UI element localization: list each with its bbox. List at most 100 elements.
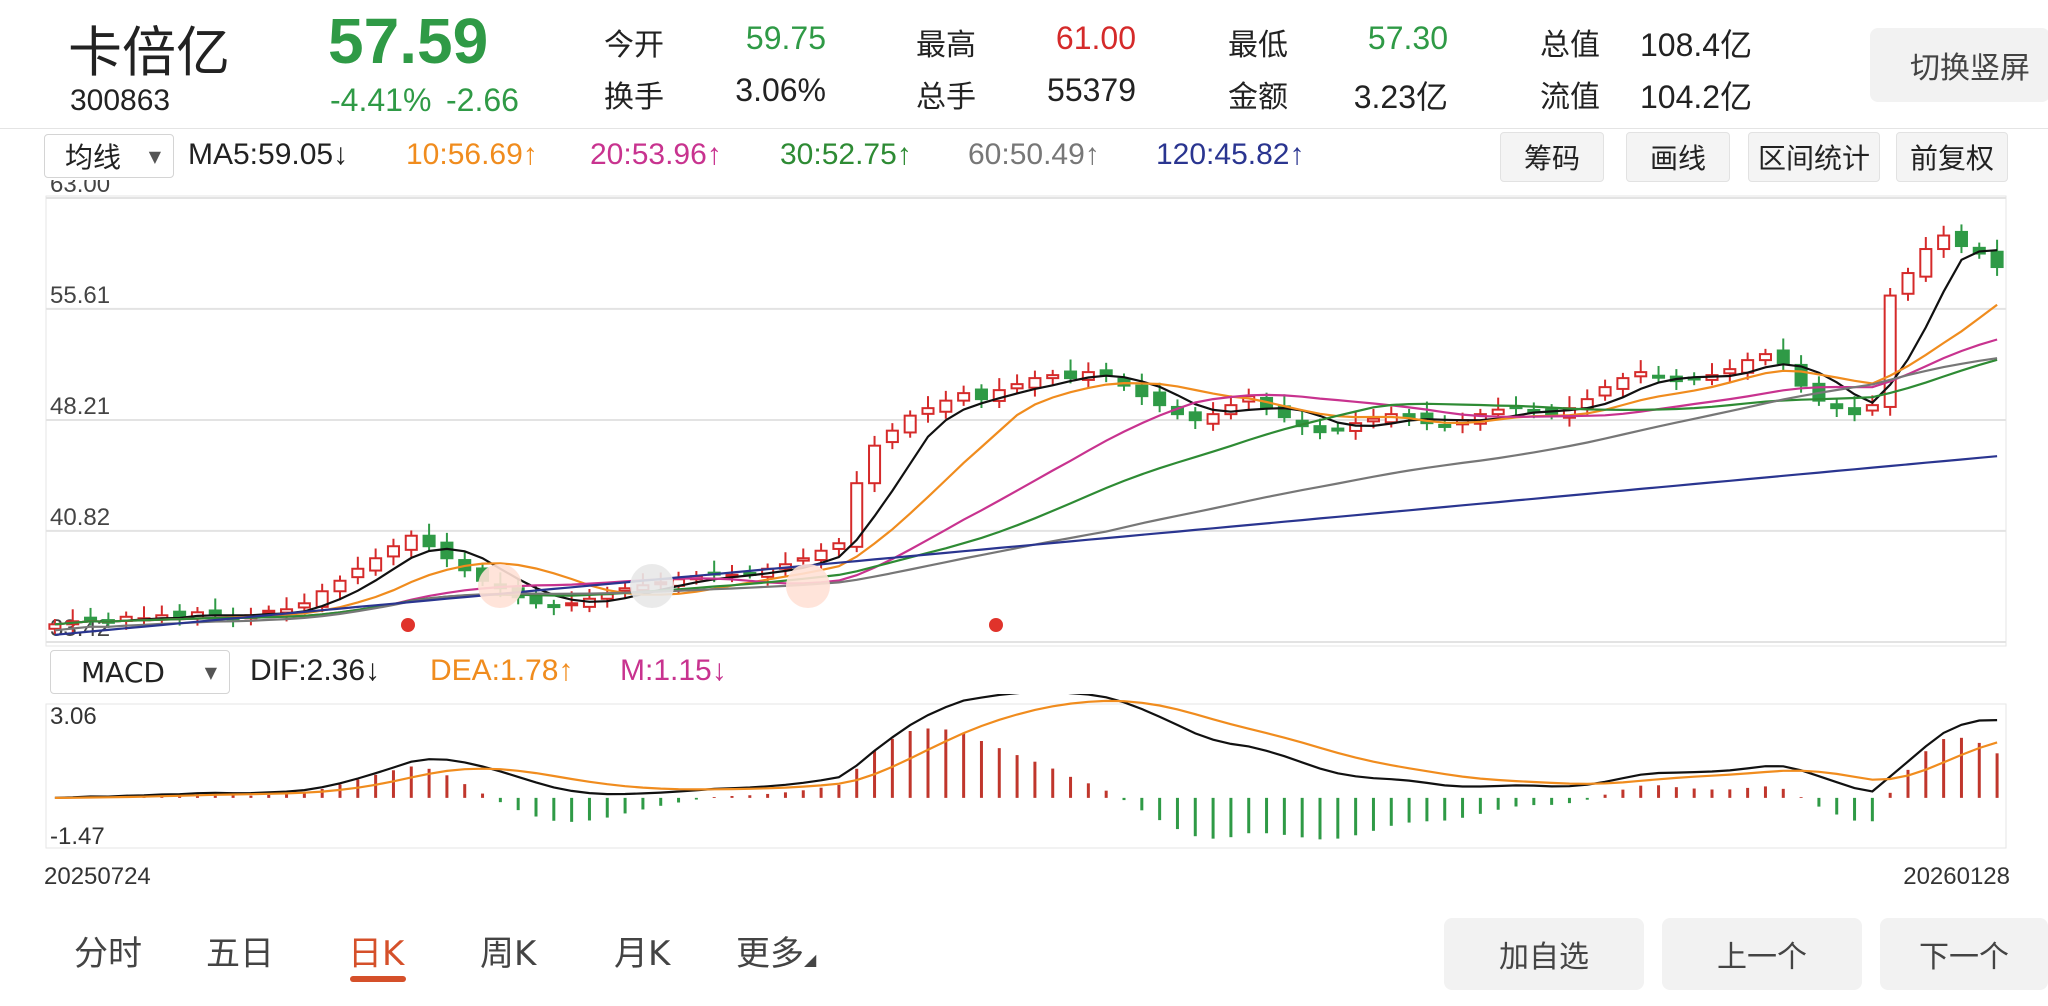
macd-chart: 3.06 -1.47 20250724 20260128 (44, 694, 2010, 890)
candle (1883, 294, 1897, 408)
candle (351, 567, 365, 579)
candle (1937, 234, 1951, 251)
candle (1652, 374, 1666, 379)
stat-label-volume: 总手 (916, 80, 976, 115)
macd-tick-label: 3.06 (50, 703, 97, 730)
candle (404, 534, 418, 551)
candle (297, 602, 311, 609)
tab-daily-k[interactable]: 日K (348, 934, 405, 974)
candle (1010, 383, 1024, 390)
caret-icon: ◢ (804, 950, 817, 969)
stat-label-high: 最高 (916, 28, 976, 63)
previous-button[interactable]: 上一个 (1662, 918, 1862, 990)
chevron-down-icon: ▼ (148, 146, 161, 166)
stock-name: 卡倍亿 (68, 21, 230, 84)
dea-line (54, 699, 1998, 799)
candle (547, 604, 561, 609)
divider (0, 128, 2048, 129)
stat-value-low: 57.30 (1367, 20, 1448, 56)
macd-m-readout: M:1.15↓ (620, 654, 727, 687)
ma60-readout: 60:50.49↑ (968, 138, 1100, 171)
stock-price: 57.59 (328, 5, 489, 77)
candle (939, 399, 953, 413)
candle (1758, 353, 1772, 362)
candle (1491, 408, 1505, 416)
ma5-readout: MA5:59.05↓ (188, 138, 349, 171)
stat-value-high: 61.00 (1055, 20, 1136, 56)
price-tick-label: 48.21 (50, 393, 110, 420)
signal-dot (989, 618, 1003, 632)
candle (208, 609, 222, 615)
change-percent: -4.41% (330, 82, 432, 118)
indicator-select-label: 均线 (65, 141, 122, 174)
indicator-select[interactable]: 均线 ▼ (44, 134, 174, 178)
candle (832, 542, 846, 550)
change-amount: -2.66 (446, 82, 519, 118)
candle (1919, 248, 1933, 278)
candle (386, 545, 400, 558)
candle (1990, 250, 2004, 269)
ma20-readout: 20:53.96↑ (590, 138, 722, 171)
candle (1206, 413, 1220, 425)
tab-intraday[interactable]: 分时 (74, 934, 142, 974)
candle (1331, 427, 1345, 432)
candle (1064, 370, 1078, 380)
candle (618, 587, 632, 592)
candle (1634, 371, 1648, 378)
signal-dot (401, 618, 415, 632)
chips-button[interactable]: 筹码 (1500, 132, 1604, 182)
candle (1598, 386, 1612, 397)
candle (1954, 230, 1968, 248)
candle (1794, 363, 1808, 387)
candle (921, 407, 935, 415)
candle (1402, 413, 1416, 419)
candle (796, 557, 810, 562)
stat-label-float-value: 流值 (1540, 80, 1600, 115)
candle (369, 557, 383, 572)
candle (173, 610, 187, 618)
candle (885, 429, 899, 444)
macd-dif-readout: DIF:2.36↓ (250, 654, 381, 687)
candle (84, 616, 98, 621)
switch-portrait-button[interactable]: 切换竖屏 (1870, 28, 2048, 102)
candle (1616, 377, 1630, 390)
macd-tick-label: -1.47 (50, 823, 105, 850)
stat-value-open: 59.75 (745, 20, 826, 56)
price-tick-label: 40.82 (50, 504, 110, 531)
marker-icon (786, 564, 830, 608)
active-tab-indicator (350, 976, 406, 982)
ma120-readout: 120:45.82↑ (1156, 138, 1305, 171)
add-watchlist-button[interactable]: 加自选 (1444, 918, 1644, 990)
stat-value-volume: 55379 (1047, 72, 1136, 108)
macd-select[interactable]: MACD ▼ (50, 650, 230, 694)
stat-value-amount: 3.23亿 (1353, 79, 1448, 115)
candle (1865, 404, 1879, 412)
range-stats-button[interactable]: 区间统计 (1748, 132, 1880, 182)
stat-value-float-value: 104.2亿 (1640, 79, 1753, 115)
tab-more[interactable]: 更多◢ (736, 926, 816, 975)
next-button[interactable]: 下一个 (1880, 918, 2048, 990)
candle (1313, 425, 1327, 434)
forward-adjust-button[interactable]: 前复权 (1896, 132, 2008, 182)
stat-value-turnover: 3.06% (735, 72, 826, 108)
dif-line (54, 694, 1998, 799)
price-tick-label: 63.00 (50, 180, 110, 198)
candle (974, 388, 988, 401)
candle (1366, 417, 1380, 423)
candle (1830, 403, 1844, 410)
stat-label-amount: 金额 (1228, 80, 1288, 115)
candle (262, 609, 276, 614)
tab-weekly-k[interactable]: 周K (480, 934, 537, 974)
ma120-line (54, 455, 1998, 636)
candle (1153, 391, 1167, 407)
candle (1723, 368, 1737, 375)
candle (1224, 404, 1238, 416)
candle (814, 549, 828, 562)
marker-icon (478, 564, 522, 608)
tab-monthly-k[interactable]: 月K (614, 934, 671, 974)
draw-line-button[interactable]: 画线 (1626, 132, 1730, 182)
candle (1135, 384, 1149, 398)
tab-five-day[interactable]: 五日 (206, 934, 274, 974)
stock-code: 300863 (70, 84, 171, 117)
